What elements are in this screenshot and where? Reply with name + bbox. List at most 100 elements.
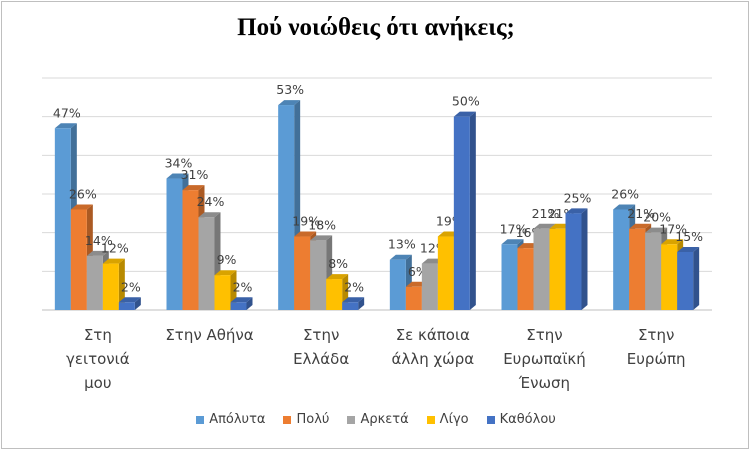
legend-item: Απόλυτα [196,412,265,427]
bar-top [310,235,333,241]
category-label: μου [84,374,111,392]
bar-front [198,217,215,310]
bar-top [54,123,77,129]
bar-front [677,252,694,310]
bar-top [230,297,253,303]
bar-top [102,258,125,264]
bar-front [533,228,550,310]
bar-top [214,270,237,276]
bar-top [565,208,588,214]
bar-top [677,247,700,252]
bar-top [629,223,652,229]
data-label: 26% [69,186,97,201]
bar [565,208,588,310]
bar-front [453,116,470,311]
bar-side [118,258,125,310]
legend-item: Καθόλου [486,412,556,427]
bar-top [326,274,349,280]
data-label: 13% [388,237,416,252]
bar-front [166,178,183,310]
bar-side [581,208,588,310]
legend-label: Πολύ [296,412,330,427]
category-label: γειτονιά [66,350,130,368]
legend-swatch [426,415,435,424]
bar-top [342,297,365,303]
bar-front [661,244,678,310]
category-label: Ευρώπη [627,350,686,368]
bar-front [565,213,582,310]
data-label: 20% [643,210,671,225]
bar-side [246,297,253,310]
bar-top [118,297,141,303]
data-label: 14% [85,233,113,248]
category-label: Σε κάποια [396,326,470,344]
legend-item: Λίγο [426,412,469,427]
data-label: 2% [344,279,364,294]
data-label: 21% [627,206,655,221]
data-label: 15% [675,229,703,244]
bar-front [405,286,422,310]
bar [230,297,253,310]
legend-item: Πολύ [283,412,329,427]
legend-swatch [486,415,495,424]
bar [118,297,141,310]
chart-legend: Απόλυτα Πολύ Αρκετά Λίγο Καθόλου [0,412,752,427]
bar-front [54,128,71,310]
bar-front [70,209,87,310]
bar-front [294,236,311,310]
data-label: 50% [452,94,480,109]
data-label: 12% [101,241,129,256]
bar-side [693,247,700,310]
bar-front [613,209,630,310]
bar-top [501,239,524,245]
bar-front [437,236,454,310]
bar-top [182,185,205,191]
bar-top [86,250,109,256]
category-label: Στην [638,326,674,344]
bar-front [310,240,327,310]
category-label: Στην [303,326,339,344]
legend-label: Απόλυτα [209,412,266,427]
legend-label: Καθόλου [499,412,556,427]
legend-item: Αρκετά [347,412,409,427]
bar-top [645,227,668,233]
category-label: Ελλάδα [293,350,349,368]
bar-front [549,228,566,310]
bar [677,247,700,310]
data-label: 34% [165,156,193,171]
bar-side [358,297,365,310]
bar-side [134,297,141,310]
data-label: 9% [217,252,237,267]
bar-top [613,204,636,210]
gridlines [42,77,712,311]
data-label: 18% [308,217,336,232]
data-label: 2% [233,279,253,294]
category-label: άλλη χώρα [392,350,475,368]
legend-label: Αρκετά [360,412,409,427]
data-label: 19% [292,214,320,229]
data-label: 2% [121,279,141,294]
bar-front [389,259,406,310]
bar [342,297,365,310]
bar-front [182,190,199,310]
data-label: 17% [500,221,528,236]
bar-front [645,232,662,310]
bar-top [70,204,93,210]
data-label: 53% [276,82,304,97]
category-label: Ευρωπαϊκή [503,350,586,368]
legend-label: Λίγο [439,412,469,427]
bar-front [517,248,534,310]
bar-top [533,223,556,229]
legend-swatch [347,415,356,424]
bar-top [661,239,684,245]
bar-front [342,302,359,310]
legend-swatch [283,415,292,424]
chart-title: Πού νοιώθεις ότι ανήκεις; [237,14,515,41]
bar-top [198,212,221,218]
bar-front [326,279,343,310]
data-label: 21% [532,206,560,221]
bar-front [86,255,103,310]
bar-front [102,263,119,310]
data-label: 26% [611,186,639,201]
